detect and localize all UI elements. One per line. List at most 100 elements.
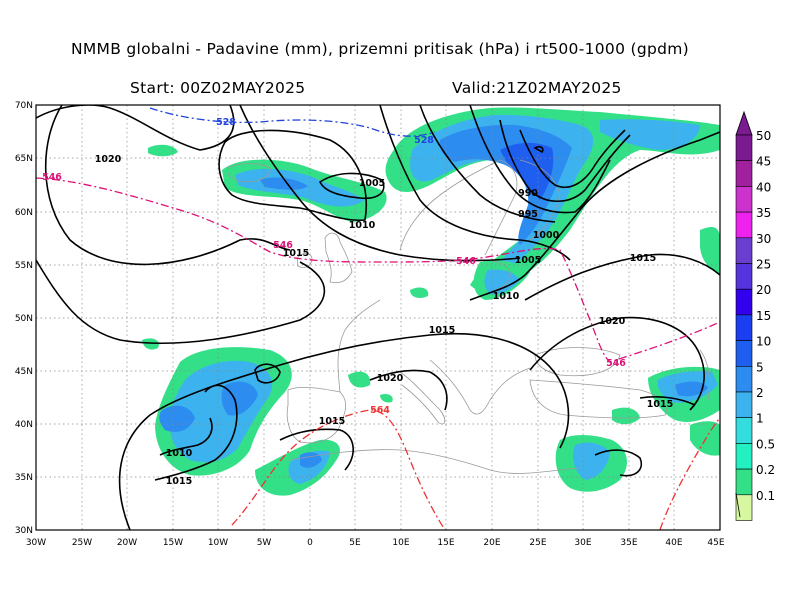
precip-area xyxy=(410,287,429,298)
pressure-label: 1015 xyxy=(283,248,309,259)
lon-label: 20E xyxy=(483,538,500,548)
lon-label: 20W xyxy=(117,538,137,548)
pressure-label: 1015 xyxy=(166,476,192,487)
longitude-labels: 30W 25W 20W 15W 10W 5W 0 5E 10E 15E 20E … xyxy=(26,538,725,548)
legend-swatches xyxy=(735,134,753,521)
coastline-finland xyxy=(519,159,561,241)
thickness-528 xyxy=(149,107,436,137)
precip-area xyxy=(675,381,708,397)
isobar-1015-east xyxy=(524,253,720,301)
isobar-1020-west xyxy=(44,105,291,266)
legend-swatch xyxy=(735,314,753,341)
legend-label: 0.1 xyxy=(756,489,775,503)
lon-label: 30E xyxy=(574,538,591,548)
pressure-label: 1020 xyxy=(599,316,626,327)
legend-swatch xyxy=(735,288,753,316)
map-title: NMMB globalni - Padavine (mm), prizemni … xyxy=(70,40,689,58)
precip-area xyxy=(148,144,178,157)
pressure-label: 1020 xyxy=(95,154,122,165)
lat-label: 60N xyxy=(15,208,33,218)
isobar-1010-iberia xyxy=(159,417,213,456)
pressure-label: 1010 xyxy=(493,291,520,302)
isobar-1015-caspian xyxy=(639,396,696,406)
isobar-1005-iceland xyxy=(318,172,385,200)
coastline-scandinavia xyxy=(399,159,518,256)
thickness-label: 546 xyxy=(273,240,293,251)
lon-label: 30W xyxy=(26,538,46,548)
legend-label: 10 xyxy=(756,335,771,349)
isobar-1020-italy xyxy=(369,369,448,411)
pressure-label: 1015 xyxy=(319,416,345,427)
pressure-label: 1015 xyxy=(647,399,673,410)
pressure-label: 1010 xyxy=(349,220,376,231)
thickness-labels: 528 528 546 546 546 546 564 xyxy=(42,117,626,416)
thickness-564-east xyxy=(659,417,720,530)
legend-label: 30 xyxy=(756,232,771,246)
thickness-564 xyxy=(231,409,446,530)
legend-swatch xyxy=(735,211,753,239)
precip-area xyxy=(690,421,720,456)
legend-swatch xyxy=(735,160,753,187)
precipitation-areas xyxy=(142,107,720,496)
coastline-italy xyxy=(399,371,446,425)
lon-label: 0 xyxy=(307,538,313,548)
isobar-1005-small xyxy=(533,145,544,154)
lat-label: 40N xyxy=(15,420,33,430)
legend-label: 5 xyxy=(756,360,764,374)
pressure-label: 1020 xyxy=(377,373,404,384)
pressure-label: 1005 xyxy=(515,255,541,266)
legend-swatch xyxy=(735,494,753,521)
lat-label: 45N xyxy=(15,367,33,377)
legend-label: 50 xyxy=(756,129,771,143)
lon-label: 35E xyxy=(620,538,637,548)
thickness-label: 528 xyxy=(216,117,236,128)
isobar-1005-scand xyxy=(419,105,556,223)
isobar-1015-turkey xyxy=(594,449,642,477)
thickness-label: 528 xyxy=(414,135,434,146)
precip-legend: 50 45 40 35 30 25 20 15 10 5 2 1 0.5 0.2 0.1 xyxy=(735,110,775,521)
coastline-black-sea xyxy=(534,347,621,377)
lat-label: 70N xyxy=(15,101,33,111)
lat-label: 35N xyxy=(15,473,33,483)
legend-swatch xyxy=(735,468,753,496)
thickness-lines xyxy=(36,107,720,530)
precip-area xyxy=(484,269,520,295)
isobar-1010-baltic xyxy=(469,131,720,301)
pressure-label: 1000 xyxy=(533,230,560,241)
precip-area xyxy=(159,405,195,432)
coastline-balkans xyxy=(429,359,531,415)
lon-label: 45E xyxy=(707,538,724,548)
lat-label: 55N xyxy=(15,261,33,271)
legend-swatch xyxy=(735,134,753,162)
legend-swatch xyxy=(735,186,753,213)
pressure-label: 990 xyxy=(518,188,538,199)
lon-label: 5W xyxy=(257,538,272,548)
precip-area xyxy=(500,142,554,200)
precip-area xyxy=(380,393,393,403)
legend-swatch xyxy=(735,365,753,393)
legend-label: 35 xyxy=(756,206,771,220)
legend-label: 15 xyxy=(756,309,771,323)
isobar-low-bay xyxy=(254,363,281,384)
thickness-546 xyxy=(36,177,720,363)
legend-swatch xyxy=(735,417,753,444)
legend-label: 40 xyxy=(756,180,771,194)
thickness-label: 546 xyxy=(456,256,476,267)
legend-label: 0.5 xyxy=(756,437,775,451)
legend-label: 1 xyxy=(756,412,764,426)
coastline-ireland xyxy=(296,253,313,268)
isobars xyxy=(36,105,720,530)
lon-label: 40E xyxy=(665,538,682,548)
legend-swatch xyxy=(735,340,753,367)
lon-label: 25W xyxy=(72,538,92,548)
lon-label: 15W xyxy=(163,538,183,548)
isobar-1020-north xyxy=(36,105,235,151)
legend-top-arrow xyxy=(735,110,753,136)
lon-label: 10E xyxy=(392,538,409,548)
legend-label: 2 xyxy=(756,386,764,400)
legend-swatch xyxy=(735,443,753,470)
legend-bottom-arrow xyxy=(735,492,741,518)
precip-area xyxy=(348,371,371,388)
thickness-label: 564 xyxy=(370,405,390,416)
coastline-caspian xyxy=(699,349,710,401)
